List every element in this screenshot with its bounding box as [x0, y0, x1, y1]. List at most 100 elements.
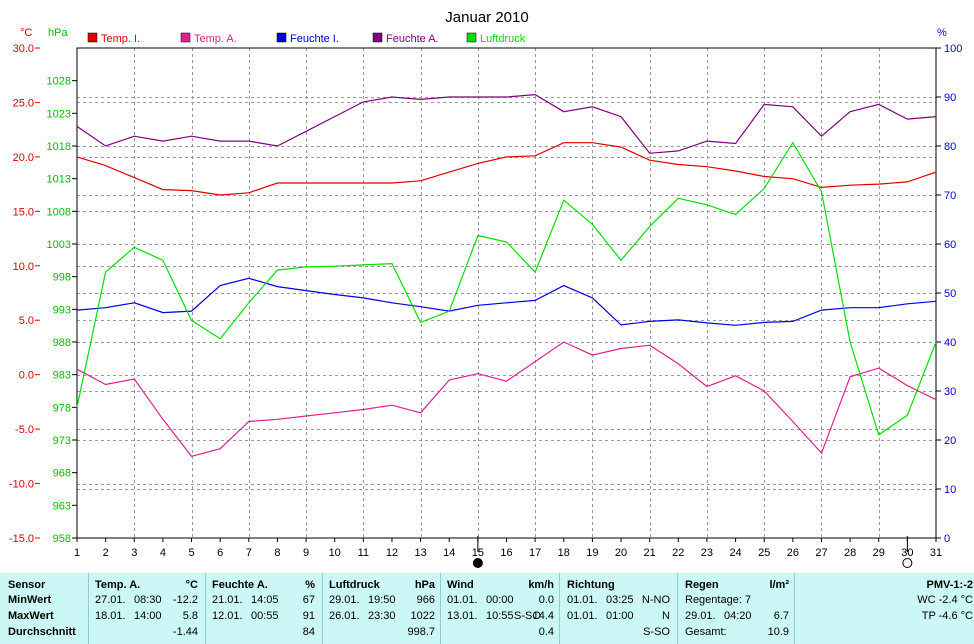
temp-min-date: 27.01.: [95, 594, 126, 606]
x-tick-label: 30: [901, 547, 913, 559]
stats-col-luftdruck: Luftdruck hPa 29.01. 19:50 966 26.01. 23…: [322, 573, 441, 644]
pressure-tick-label: 998: [53, 272, 71, 284]
series-line: [76, 277, 937, 326]
x-tick-label: 8: [274, 547, 280, 559]
humidity-tick-label: 60: [944, 239, 956, 251]
x-tick-label: 15: [472, 547, 484, 559]
x-tick-label: 13: [414, 547, 426, 559]
legend-swatch: [372, 32, 383, 43]
chart-background: [0, 0, 974, 573]
wind-header: Wind: [447, 579, 474, 591]
weather-chart: Januar 2010 °C hPa % Temp. I. Temp. A. Feu…: [0, 0, 974, 573]
wind-max-time: 10:55: [486, 610, 514, 622]
regen-header: Regen: [685, 579, 719, 591]
stats-col-regen: Regen l/m² Regentage: 7 29.01. 04:20 6.7…: [677, 573, 795, 644]
pressure-tick-label: 973: [53, 435, 71, 447]
feuchte-max-date: 12.01.: [212, 610, 243, 622]
stats-col-sensor: Sensor MinWert MaxWert Durchschnitt: [0, 573, 88, 644]
richtung-min-value: N-NO: [641, 594, 670, 606]
pressure-axis-unit: hPa: [48, 27, 68, 39]
x-tick-label: 23: [701, 547, 713, 559]
right-axis-unit: %: [937, 27, 947, 39]
x-tick-label: 26: [787, 547, 799, 559]
temp-tick-label: -10.0: [9, 479, 34, 491]
x-tick-label: 19: [586, 547, 598, 559]
stats-col-wind: Wind km/h 01.01. 00:00 0.0 13.01. 10:55 …: [440, 573, 560, 644]
temp-tick-label: 30.0: [13, 43, 34, 55]
pmv-wc: WC -2.4 °C: [917, 594, 973, 606]
temp-tick-label: 25.0: [13, 97, 34, 109]
humidity-tick-label: 20: [944, 435, 956, 447]
temp-max-value: 5.8: [182, 610, 198, 622]
richtung-min-date: 01.01.: [567, 594, 598, 606]
wind-max-value: 14.4: [532, 610, 554, 622]
x-tick-label: 7: [246, 547, 252, 559]
series-line: [76, 142, 937, 196]
legend-label: Feuchte I.: [290, 33, 339, 45]
stats-col-richtung: Richtung 01.01. 03:25 N-NO 01.01. 01:00 …: [559, 573, 678, 644]
richtung-header: Richtung: [567, 579, 615, 591]
x-tick-label: 1: [74, 547, 80, 559]
feuchte-min-time: 14:05: [251, 594, 279, 606]
x-tick-label: 31: [930, 547, 942, 559]
luftdruck-max-value: 1022: [410, 610, 435, 622]
x-tick-label: 2: [103, 547, 109, 559]
x-tick-label: 9: [303, 547, 309, 559]
pressure-tick-label: 978: [53, 402, 71, 414]
temp-avg-value: -1.44: [172, 626, 198, 638]
max-label: MaxWert: [8, 610, 54, 622]
x-tick-label: 22: [672, 547, 684, 559]
wind-min-date: 01.01.: [447, 594, 478, 606]
sensor-header: Sensor: [8, 579, 46, 591]
pmv-tp: TP -4.6 °C: [921, 610, 973, 622]
temp-unit: °C: [185, 579, 198, 591]
humidity-tick-label: 70: [944, 190, 956, 202]
series-line: [76, 141, 937, 436]
legend: Temp. I. Temp. A. Feuchte I. Feuchte A. Luft…: [87, 32, 526, 45]
feuchte-min-date: 21.01.: [212, 594, 243, 606]
temp-tick-label: 15.0: [13, 206, 34, 218]
luftdruck-avg-value: 998.7: [407, 626, 435, 638]
regen-max-date: 29.01.: [685, 610, 716, 622]
humidity-tick-label: 50: [944, 288, 956, 300]
luftdruck-min-date: 29.01.: [329, 594, 360, 606]
richtung-max-date: 01.01.: [567, 610, 598, 622]
x-tick-label: 28: [844, 547, 856, 559]
feuchte-header: Feuchte A.: [212, 579, 268, 591]
temp-tick-label: -5.0: [15, 424, 34, 436]
series-line: [76, 341, 937, 457]
pressure-tick-label: 983: [53, 370, 71, 382]
stats-col-pmv: PMV-1:-2 WC -2.4 °C TP -4.6 °C: [794, 573, 974, 644]
regen-max-value: 6.7: [773, 610, 789, 622]
x-tick-label: 10: [329, 547, 341, 559]
legend-swatch: [466, 32, 477, 43]
legend-swatch: [276, 32, 287, 43]
temp-tick-label: 20.0: [13, 152, 34, 164]
humidity-tick-label: 40: [944, 337, 956, 349]
full-moon-marker: [472, 558, 483, 568]
x-tick-label: 17: [529, 547, 541, 559]
richtung-min-time: 03:25: [606, 594, 634, 606]
regen-max-time: 04:20: [724, 610, 752, 622]
x-tick-label: 4: [160, 547, 166, 559]
pressure-tick-label: 1023: [47, 108, 71, 120]
regen-gesamt-label: Gesamt:: [685, 626, 727, 638]
luftdruck-max-time: 23:30: [368, 610, 396, 622]
pressure-tick-label: 1008: [47, 206, 71, 218]
new-moon-marker: [902, 558, 913, 568]
luftdruck-min-time: 19:50: [368, 594, 396, 606]
pressure-tick-label: 993: [53, 304, 71, 316]
x-tick-label: 27: [815, 547, 827, 559]
x-tick-label: 24: [729, 547, 741, 559]
legend-label: Luftdruck: [480, 33, 526, 45]
pressure-tick-label: 988: [53, 337, 71, 349]
humidity-tick-label: 100: [944, 43, 962, 55]
regen-tage: Regentage: 7: [685, 594, 752, 606]
chart-title: Januar 2010: [445, 9, 528, 26]
richtung-avg-value: S-SO: [643, 626, 670, 638]
luftdruck-unit: hPa: [414, 579, 435, 591]
left-axis-unit: °C: [20, 27, 32, 39]
humidity-tick-label: 30: [944, 386, 956, 398]
stats-col-feuchte: Feuchte A. % 21.01. 14:05 67 12.01. 00:5…: [205, 573, 323, 644]
x-tick-label: 14: [443, 547, 455, 559]
